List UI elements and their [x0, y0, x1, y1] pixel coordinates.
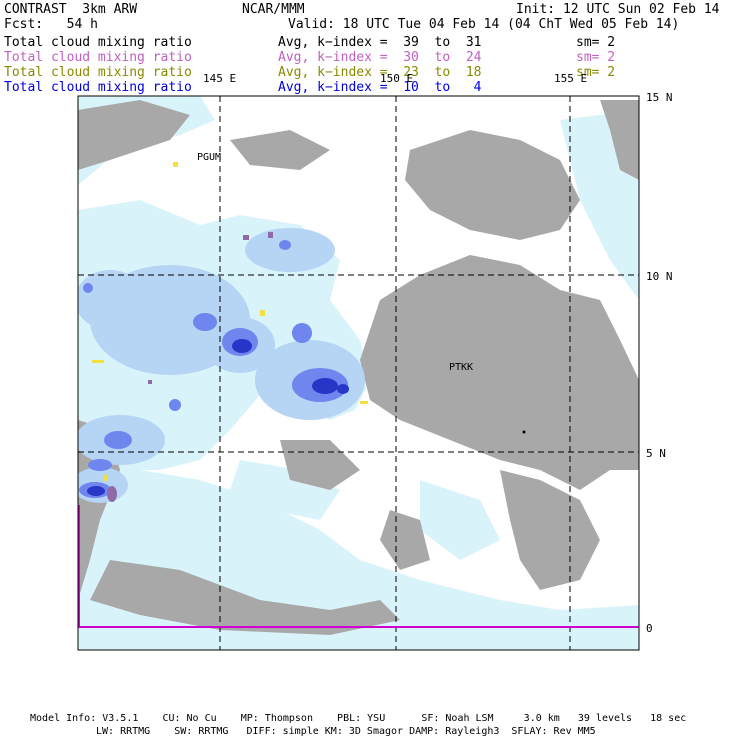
field-smooth-2: sm= 2 [576, 50, 616, 65]
map-frame [77, 95, 640, 651]
field-range-2: Avg, k−index = 30 to 24 [278, 50, 482, 65]
model-info-line-2: LW: RRTMG SW: RRTMG DIFF: simple KM: 3D … [96, 726, 596, 737]
valid-time: Valid: 18 UTC Tue 04 Feb 14 (04 ChT Wed … [288, 17, 680, 32]
station-label-ptkk: PTKK [449, 362, 474, 373]
field-name-4: Total cloud mixing ratio [4, 80, 192, 95]
lat-label-10n: 10 N [646, 270, 673, 283]
lat-label-5n: 5 N [646, 447, 666, 460]
model-info-line-1: Model Info: V3.5.1 CU: No Cu MP: Thompso… [30, 713, 687, 724]
lon-label-150: 150 E [380, 72, 414, 85]
minor-cloud-features [92, 162, 368, 502]
lon-label-145: 145 E [203, 72, 237, 85]
field-range-3: Avg, k−index = 23 to 18 [278, 65, 482, 80]
station-label-pgum: PGUM [197, 152, 222, 163]
field-smooth-1: sm= 2 [576, 35, 616, 50]
lat-label-equator: 0 [646, 622, 653, 635]
island-marker [522, 430, 526, 434]
lat-label-15n: 15 N [646, 91, 673, 104]
organization: NCAR/MMM [242, 2, 305, 17]
densest-cloud-layer [87, 339, 349, 496]
field-range-4: Avg, k−index = 10 to 4 [278, 80, 482, 95]
field-name-2: Total cloud mixing ratio [4, 50, 192, 65]
init-time: Init: 12 UTC Sun 02 Feb 14 [516, 2, 720, 17]
model-name: CONTRAST 3km ARW [4, 2, 138, 17]
lon-label-155: 155 E [554, 72, 588, 85]
field-smooth-3: sm= 2 [576, 65, 616, 80]
field-name-1: Total cloud mixing ratio [4, 35, 192, 50]
equator-line [78, 505, 639, 628]
field-range-1: Avg, k−index = 39 to 31 [278, 35, 482, 50]
field-name-3: Total cloud mixing ratio [4, 65, 192, 80]
graticule [78, 96, 639, 650]
forecast-hour: Fcst: 54 h [4, 17, 98, 32]
